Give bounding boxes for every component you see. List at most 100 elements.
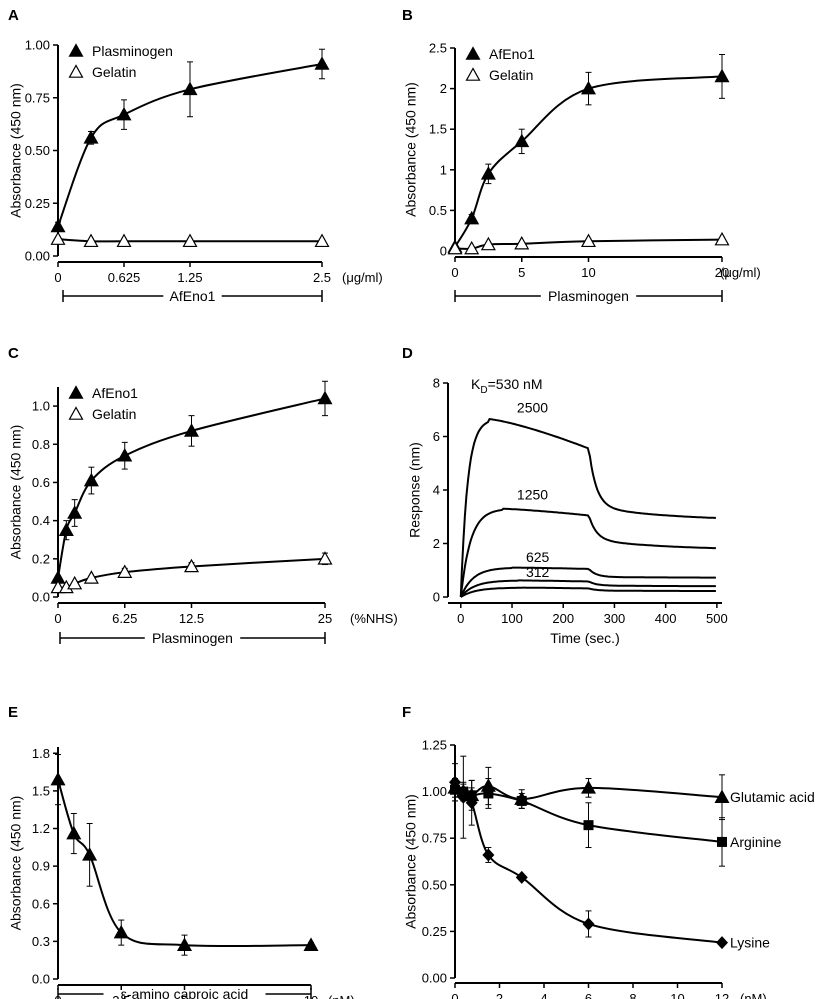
data-point-triangle-filled <box>580 780 597 794</box>
legend-label: Plasminogen <box>92 43 173 59</box>
response-curve-1250 <box>459 507 716 598</box>
y-tick-label: 1 <box>440 162 447 177</box>
data-point-triangle-open <box>480 236 496 251</box>
x-tick-label: 2 <box>496 991 503 999</box>
y-tick-label: 8 <box>433 376 440 391</box>
y-tick-label: 6 <box>433 429 440 444</box>
y-tick-label: 1.25 <box>422 738 447 753</box>
panel-label: B <box>402 7 413 24</box>
series-label: Glutamic acid <box>730 789 815 805</box>
y-axis-label: Absorbance (450 nm) <box>403 794 419 929</box>
data-point-triangle-filled <box>58 522 74 536</box>
kd-annotation: KD=530 nM <box>471 376 542 396</box>
panel-c: C 0.0 0.2 0.4 0.6 0.8 1.0 0 6.25 12.5 25 Absorbance… <box>8 345 398 646</box>
data-point-triangle-open <box>83 570 99 584</box>
series-label: Lysine <box>730 935 770 951</box>
data-point-triangle-open <box>67 575 83 590</box>
x-tick-label: 6.25 <box>112 611 137 626</box>
x-tick-label: 300 <box>604 611 626 626</box>
x-tick-label: 0 <box>451 991 458 999</box>
x-tick-label: 200 <box>552 611 574 626</box>
x-tick-label: 5 <box>181 993 188 999</box>
data-point-square <box>516 795 527 806</box>
y-tick-label: 0 <box>433 590 440 605</box>
y-tick-label: 1.00 <box>25 38 50 53</box>
data-point-triangle-filled <box>514 133 530 148</box>
series-gelatin <box>50 551 333 594</box>
data-point-triangle-filled <box>83 130 99 144</box>
y-tick-label: 0.6 <box>32 475 50 490</box>
y-tick-label: 0.4 <box>32 513 50 528</box>
response-curve-lowest <box>460 586 716 598</box>
x-tick-label: 100 <box>501 611 523 626</box>
data-point-triangle-filled <box>317 390 333 405</box>
x-unit-label: (μg/ml) <box>342 270 383 285</box>
x-tick-label: 8 <box>629 991 636 999</box>
y-tick-label: 0.3 <box>32 934 50 949</box>
legend-label: Gelatin <box>92 406 136 422</box>
x-tick-label: 12 <box>715 991 729 999</box>
data-point-triangle-open <box>447 240 463 255</box>
data-point-triangle-filled <box>82 847 98 861</box>
series-lysine <box>449 755 728 950</box>
data-point-triangle-filled <box>50 771 66 786</box>
y-tick-label: 0.0 <box>32 590 50 605</box>
data-point-diamond <box>716 936 728 950</box>
x-unit-label: (nM) <box>740 991 767 999</box>
y-tick-label: 2 <box>433 536 440 551</box>
data-point-triangle-open <box>183 558 200 573</box>
data-point-triangle-open <box>116 233 132 248</box>
data-point-diamond <box>482 848 495 862</box>
legend-label: Gelatin <box>489 67 533 83</box>
legend-label: AfEno1 <box>92 385 138 401</box>
x-tick-label: 0 <box>451 265 458 280</box>
x-tick-label: 0 <box>54 611 61 626</box>
series-label: Arginine <box>730 834 782 850</box>
x-axis-label: Time (sec.) <box>550 630 619 646</box>
data-point-triangle-open <box>68 406 84 420</box>
data-point-triangle-filled <box>714 68 730 83</box>
x-tick-label: 5 <box>518 265 525 280</box>
y-tick-label: 0.75 <box>422 831 447 846</box>
y-tick-label: 0.50 <box>25 143 50 158</box>
data-point-square <box>717 836 727 847</box>
panel-b: B 0 0.5 1 1.5 2 2.5 0 5 10 20 Absorbance (450 nm) (μ… <box>402 7 761 304</box>
y-tick-label: 0.2 <box>32 551 50 566</box>
x-unit-label: (%NHS) <box>350 611 398 626</box>
x-tick-label: 10 <box>581 265 595 280</box>
response-curve-625 <box>459 566 716 598</box>
data-point-triangle-filled <box>314 56 330 70</box>
x-tick-label: 400 <box>655 611 677 626</box>
x-axis-label: Plasminogen <box>548 288 629 304</box>
data-point-triangle-filled <box>116 106 132 121</box>
panel-label: F <box>402 704 411 721</box>
data-point-triangle-open <box>117 564 133 578</box>
data-point-triangle-open <box>465 67 481 81</box>
x-tick-label: 2.5 <box>112 993 130 999</box>
data-point-triangle-filled <box>580 80 597 95</box>
legend-label: AfEno1 <box>489 46 535 62</box>
y-tick-label: 0 <box>440 244 447 259</box>
data-point-triangle-filled <box>176 937 193 951</box>
panel-label: C <box>8 345 19 362</box>
series-line <box>57 238 322 243</box>
data-point-triangle-open <box>464 240 480 255</box>
y-axis-label: Absorbance (450 nm) <box>8 425 24 560</box>
y-tick-label: 1.5 <box>429 122 447 137</box>
data-point-triangle-filled <box>182 81 198 96</box>
x-tick-label: 12.5 <box>179 611 204 626</box>
x-tick-label: 1.25 <box>177 270 202 285</box>
panel-e: E0.00.30.60.91.21.51.802.5510Absorbance … <box>8 704 355 999</box>
data-point-triangle-filled <box>68 43 84 57</box>
concentration-label: 312 <box>526 564 550 580</box>
y-tick-label: 1.0 <box>32 399 50 414</box>
y-tick-label: 2.5 <box>429 41 447 56</box>
series-afeno1 <box>50 380 333 584</box>
x-tick-label: 0.625 <box>108 270 141 285</box>
y-tick-label: 0.25 <box>25 196 50 211</box>
data-point-diamond <box>582 917 595 931</box>
x-tick-label: 0 <box>54 270 61 285</box>
data-point-diamond <box>457 790 470 804</box>
data-point-triangle-filled <box>714 789 730 803</box>
concentration-label: 625 <box>526 549 550 565</box>
